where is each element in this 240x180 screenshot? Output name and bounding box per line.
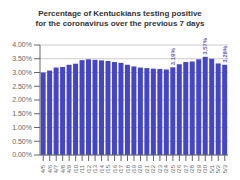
svg-text:4/13: 4/13 <box>92 164 98 173</box>
svg-text:4/27: 4/27 <box>183 164 189 173</box>
svg-text:5/2: 5/2 <box>215 164 221 173</box>
svg-text:4.00%: 4.00% <box>12 41 32 48</box>
svg-text:4/16: 4/16 <box>112 164 118 173</box>
svg-text:0.50%: 0.50% <box>12 138 32 145</box>
svg-text:4/20: 4/20 <box>137 164 143 173</box>
svg-text:3.57%: 3.57% <box>202 37 208 55</box>
svg-text:4/15: 4/15 <box>105 164 111 173</box>
svg-text:4/5: 4/5 <box>40 164 46 173</box>
svg-text:1.00%: 1.00% <box>12 124 32 131</box>
svg-text:3.50%: 3.50% <box>12 55 32 62</box>
svg-text:4/19: 4/19 <box>131 164 137 173</box>
svg-text:5/3: 5/3 <box>222 164 228 173</box>
svg-text:1.50%: 1.50% <box>12 110 32 117</box>
svg-text:4/8: 4/8 <box>60 164 66 173</box>
svg-text:4/29: 4/29 <box>196 164 202 173</box>
html-text:Percentage of Kentuckians test: Percentage of Kentuckians testing positi… <box>38 9 202 18</box>
svg-text:4/6: 4/6 <box>47 164 53 173</box>
svg-text:4/24: 4/24 <box>163 164 169 173</box>
svg-text:4/21: 4/21 <box>144 164 150 173</box>
svg-text:4/22: 4/22 <box>150 164 156 173</box>
svg-text:4/30: 4/30 <box>202 164 208 173</box>
svg-text:4/10: 4/10 <box>73 164 79 173</box>
svg-text:4/17: 4/17 <box>118 164 124 173</box>
html-text:for the coronavirus over the p: for the coronavirus over the previous 7 … <box>35 19 205 28</box>
svg-text:4/18: 4/18 <box>125 164 131 173</box>
svg-text:4/23: 4/23 <box>157 164 163 173</box>
svg-text:4/25: 4/25 <box>170 164 176 173</box>
svg-text:4/28: 4/28 <box>189 164 195 173</box>
svg-text:4/7: 4/7 <box>53 164 59 173</box>
svg-text:4/11: 4/11 <box>79 164 85 173</box>
svg-text:4/14: 4/14 <box>99 164 105 173</box>
svg-text:4/9: 4/9 <box>66 164 72 173</box>
svg-text:2.50%: 2.50% <box>12 83 32 90</box>
svg-text:3.00%: 3.00% <box>12 69 32 76</box>
svg-text:5/1: 5/1 <box>209 164 215 173</box>
svg-text:3.19%: 3.19% <box>170 48 176 66</box>
svg-text:4/12: 4/12 <box>86 164 92 173</box>
svg-text:3.28%: 3.28% <box>222 45 228 63</box>
svg-text:4/26: 4/26 <box>176 164 182 173</box>
svg-text:2.00%: 2.00% <box>12 96 32 103</box>
svg-text:0.00%: 0.00% <box>12 151 32 158</box>
